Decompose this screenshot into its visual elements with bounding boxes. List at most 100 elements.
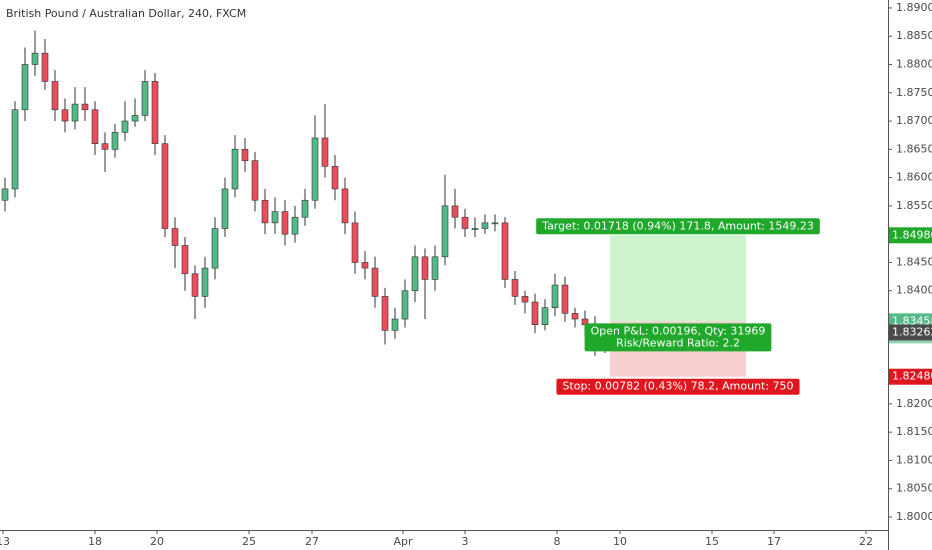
candle-body <box>151 81 159 144</box>
candle-body <box>201 267 209 297</box>
y-tick-label: 1.85500 <box>896 199 932 212</box>
candle-body <box>211 228 219 269</box>
candle-body <box>221 188 229 229</box>
candle-body <box>11 109 19 190</box>
candle-body <box>71 103 79 122</box>
candle-body <box>281 211 289 235</box>
candle-body <box>291 216 299 235</box>
y-tick-label: 1.81500 <box>896 425 932 438</box>
candle-body <box>451 205 459 218</box>
candle-body <box>461 216 469 229</box>
candle-body <box>101 143 109 150</box>
target-label: Target: 0.01718 (0.94%) 171.8, Amount: 1… <box>541 219 814 232</box>
candle-body <box>21 64 29 111</box>
price-label: 1.83262 <box>892 325 932 338</box>
candle-body <box>571 313 579 320</box>
candle-body <box>311 137 319 201</box>
candle-body <box>471 228 479 230</box>
x-tick-label: 20 <box>150 535 164 548</box>
candle-body <box>251 160 259 201</box>
candle-body <box>171 228 179 246</box>
candle-body <box>81 103 89 111</box>
x-tick-label: Apr <box>393 535 413 548</box>
candle-body <box>421 256 429 280</box>
price-label-box <box>889 324 932 341</box>
x-tick-label: 3 <box>462 535 469 548</box>
candle-body <box>431 256 439 280</box>
y-tick-label: 1.84500 <box>896 255 932 268</box>
candle-body <box>161 143 169 229</box>
x-tick-label: 13 <box>0 535 10 548</box>
candle-body <box>271 211 279 224</box>
candle-body <box>511 279 519 297</box>
candle-body <box>391 318 399 331</box>
rr-label: Risk/Reward Ratio: 2.2 <box>616 336 740 349</box>
y-tick-label: 1.87500 <box>896 86 932 99</box>
y-tick-label: 1.81000 <box>896 453 932 466</box>
candle-body <box>111 132 119 150</box>
chart-title: British Pound / Australian Dollar, 240, … <box>6 7 246 20</box>
candle-body <box>351 222 359 263</box>
candle-body <box>61 109 69 122</box>
candle-body <box>401 290 409 320</box>
x-tick-label: 22 <box>859 535 873 548</box>
y-tick-label: 1.86500 <box>896 142 932 155</box>
candle-body <box>411 256 419 292</box>
candle-body <box>191 273 199 297</box>
y-tick-label: 1.80500 <box>896 482 932 495</box>
candle-body <box>1 188 9 201</box>
candle-body <box>331 165 339 190</box>
price-label-box <box>889 227 932 244</box>
candle-body <box>521 296 529 303</box>
pnl-label: Open P&L: 0.00196, Qty: 31969 <box>591 324 766 337</box>
x-tick-label: 27 <box>305 535 319 548</box>
target-label-box <box>536 218 820 235</box>
candle-body <box>381 296 389 331</box>
candle-body <box>481 222 489 229</box>
stop-label: Stop: 0.00782 (0.43%) 78.2, Amount: 750 <box>562 380 793 393</box>
x-tick-label: 8 <box>554 535 561 548</box>
price-label: 1.83458 <box>892 314 932 327</box>
y-tick-label: 1.82000 <box>896 397 932 410</box>
candle-body <box>341 188 349 224</box>
y-tick-label: 1.86000 <box>896 171 932 184</box>
pnl-box <box>584 323 772 352</box>
candle-body <box>181 245 189 275</box>
x-tick-label: 10 <box>613 535 627 548</box>
price-label: 1.82480 <box>892 370 932 383</box>
x-tick-label: 15 <box>705 535 719 548</box>
candle-body <box>31 52 39 65</box>
y-tick-label: 1.88000 <box>896 57 932 70</box>
candle-body <box>121 120 129 133</box>
y-tick-label: 1.84000 <box>896 284 932 297</box>
candle-body <box>51 81 59 111</box>
candle-body <box>551 284 559 309</box>
candle-body <box>91 109 99 144</box>
candle-body <box>501 222 509 280</box>
stop-label-box <box>556 378 800 395</box>
y-tick-label: 1.80000 <box>896 510 932 523</box>
candle-body <box>321 137 329 167</box>
y-tick-label: 1.87000 <box>896 114 932 127</box>
price-label-box <box>889 368 932 385</box>
candle-body <box>141 81 149 116</box>
candle-body <box>231 149 239 190</box>
candle-body <box>541 307 549 325</box>
candle-body <box>441 205 449 258</box>
y-tick-label: 1.89000 <box>896 1 932 14</box>
y-tick-label: 1.88500 <box>896 29 932 42</box>
x-tick-label: 17 <box>767 535 781 548</box>
candle-body <box>371 267 379 297</box>
price-label: 1.84980 <box>892 228 932 241</box>
candle-body <box>241 149 249 161</box>
candle-body <box>261 199 269 224</box>
candle-body <box>561 284 569 314</box>
profit-zone <box>610 235 746 322</box>
x-tick-label: 18 <box>88 535 102 548</box>
candle-body <box>361 262 369 269</box>
candle-body <box>301 199 309 218</box>
candle-body <box>41 52 49 82</box>
candle-body <box>131 115 139 122</box>
